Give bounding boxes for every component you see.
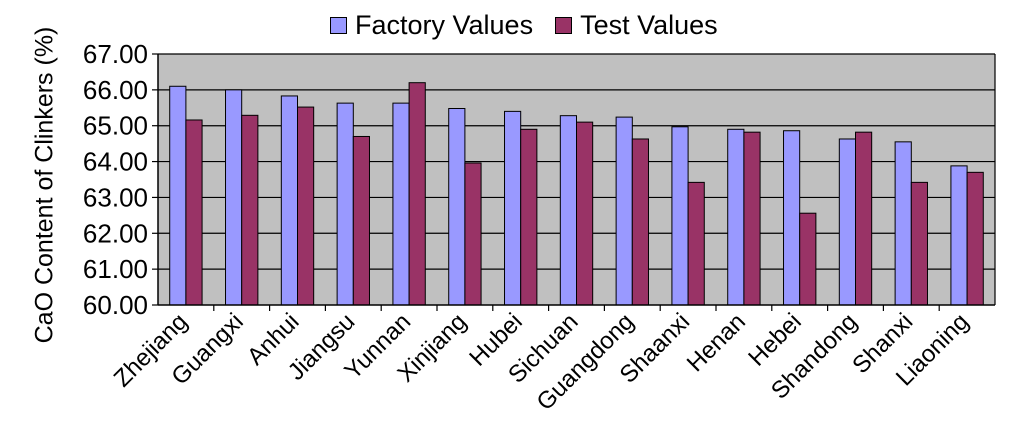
- bar-factory-values: [615, 116, 633, 306]
- bar-factory-values: [392, 102, 410, 306]
- bar-factory-values: [671, 126, 689, 306]
- legend-item-factory: Factory Values: [330, 10, 533, 41]
- bar-factory-values: [950, 165, 968, 306]
- y-tick-label: 61.00: [83, 254, 148, 284]
- bar-factory-values: [727, 128, 745, 306]
- bar-factory-values: [504, 110, 522, 306]
- bar-test-values: [743, 131, 761, 306]
- legend-swatch-test: [555, 17, 573, 34]
- bar-test-values: [520, 128, 538, 306]
- bar-factory-values: [448, 108, 466, 306]
- bar-factory-values: [559, 115, 577, 306]
- y-tick-label: 65.00: [83, 111, 148, 141]
- bar-factory-values: [225, 89, 243, 306]
- bar-test-values: [297, 106, 315, 306]
- bar-test-values: [185, 119, 203, 306]
- legend-label-factory: Factory Values: [355, 10, 534, 40]
- legend-label-test: Test Values: [580, 10, 718, 40]
- bar-test-values: [576, 121, 594, 306]
- bar-test-values: [799, 212, 817, 306]
- bar-test-values: [352, 135, 370, 306]
- y-tick-label: 63.00: [83, 182, 148, 212]
- bar-test-values: [631, 138, 649, 306]
- y-tick-label: 67.00: [83, 39, 148, 69]
- bar-test-values: [966, 171, 984, 306]
- bar-test-values: [408, 82, 426, 306]
- bar-factory-values: [894, 141, 912, 306]
- y-tick-label: 66.00: [83, 75, 148, 105]
- bar-test-values: [241, 114, 259, 306]
- bar-factory-values: [336, 102, 354, 306]
- bar-factory-values: [169, 85, 187, 306]
- y-tick-label: 62.00: [83, 218, 148, 248]
- y-tick-label: 64.00: [83, 147, 148, 177]
- bar-test-values: [464, 162, 482, 306]
- y-tick-label: 60.00: [83, 290, 148, 320]
- bar-test-values: [910, 181, 928, 306]
- bar-test-values: [687, 181, 705, 306]
- bar-factory-values: [838, 138, 856, 306]
- legend-swatch-factory: [330, 17, 347, 34]
- bar-factory-values: [280, 95, 298, 306]
- legend: Factory Values Test Values: [330, 10, 740, 41]
- legend-item-test: Test Values: [555, 10, 718, 41]
- bar-factory-values: [783, 130, 801, 306]
- x-tick-label: Henan: [682, 308, 751, 377]
- bar-test-values: [855, 131, 873, 306]
